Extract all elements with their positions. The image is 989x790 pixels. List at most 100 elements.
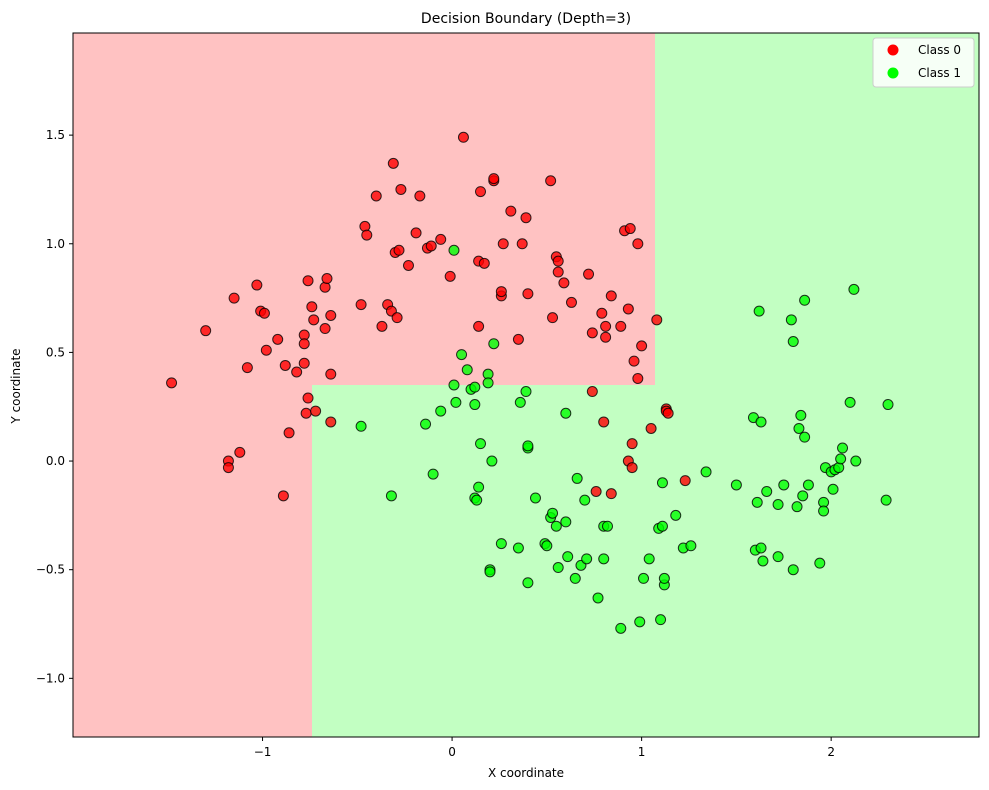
point-class-1 [512,542,524,554]
point-class-0 [478,257,490,269]
point-class-0 [552,255,564,267]
point-class-1 [435,405,447,417]
point-class-0 [586,327,598,339]
point-class-0 [387,157,399,169]
point-class-0 [355,299,367,311]
point-class-0 [505,205,517,217]
point-class-1 [427,468,439,480]
point-class-0 [435,233,447,245]
point-class-1 [634,616,646,628]
point-class-0 [319,323,331,335]
point-class-1 [772,499,784,511]
point-class-1 [850,455,862,467]
point-class-1 [473,481,485,493]
point-class-1 [730,479,742,491]
point-class-0 [679,475,691,487]
point-class-0 [298,338,310,350]
point-class-1 [799,431,811,443]
point-class-1 [656,520,668,532]
point-class-1 [520,386,532,398]
point-class-0 [393,244,405,256]
x-tick-label: 1 [638,745,646,759]
point-class-0 [558,277,570,289]
point-class-1 [547,507,559,519]
y-tick-label: −0.5 [36,563,65,577]
point-class-1 [385,490,397,502]
y-tick-label: 1.5 [46,128,65,142]
point-class-1 [685,540,697,552]
point-class-0 [391,312,403,324]
point-class-1 [844,396,856,408]
point-class-1 [757,555,769,567]
point-class-0 [241,362,253,374]
legend-marker [887,67,899,79]
point-class-1 [670,509,682,521]
point-class-0 [605,488,617,500]
point-class-1 [751,496,763,508]
point-class-0 [605,290,617,302]
point-class-0 [166,377,178,389]
point-class-1 [793,422,805,434]
point-class-1 [529,492,541,504]
point-class-1 [488,338,500,350]
point-class-0 [283,427,295,439]
point-class-1 [827,483,839,495]
point-class-1 [638,572,650,584]
point-class-0 [598,416,610,428]
point-class-1 [522,440,534,452]
point-class-0 [395,183,407,195]
x-axis-label: X coordinate [488,766,564,780]
point-class-0 [628,355,640,367]
point-class-1 [814,557,826,569]
point-class-0 [516,238,528,250]
point-class-0 [615,320,627,332]
point-class-1 [456,349,468,361]
point-class-0 [277,490,289,502]
point-class-1 [795,409,807,421]
point-class-0 [512,333,524,345]
point-class-0 [444,270,456,282]
point-class-0 [600,320,612,332]
point-class-0 [200,325,212,337]
point-class-1 [461,364,473,376]
point-class-1 [562,551,574,563]
point-class-1 [818,505,830,517]
x-tick-label: −1 [254,745,272,759]
point-class-0 [279,359,291,371]
point-class-1 [643,553,655,565]
point-class-0 [590,485,602,497]
point-class-1 [569,572,581,584]
x-tick-label: 2 [827,745,835,759]
point-class-1 [802,479,814,491]
y-tick-label: 0.5 [46,345,65,359]
point-class-0 [552,266,564,278]
point-class-1 [448,379,460,391]
point-class-1 [579,494,591,506]
point-class-0 [325,368,337,380]
y-axis-label: Y coordinate [9,348,23,424]
point-class-0 [545,175,557,187]
point-class-0 [565,296,577,308]
point-class-0 [310,405,322,417]
point-class-1 [355,420,367,432]
point-class-1 [469,399,481,411]
point-class-1 [655,614,667,626]
point-class-0 [522,288,534,300]
data-points [166,131,894,634]
point-class-0 [361,229,373,241]
point-class-0 [306,301,318,313]
point-class-1 [522,577,534,589]
point-class-1 [787,564,799,576]
point-class-1 [495,538,507,550]
decision-regions [73,33,979,737]
point-class-0 [473,320,485,332]
point-class-1 [772,551,784,563]
point-class-1 [482,377,494,389]
x-tick-label: 0 [448,745,456,759]
point-class-0 [497,238,509,250]
point-class-1 [787,336,799,348]
point-class-0 [632,238,644,250]
point-class-1 [785,314,797,326]
point-class-0 [626,462,638,474]
legend-label: Class 1 [918,66,961,80]
